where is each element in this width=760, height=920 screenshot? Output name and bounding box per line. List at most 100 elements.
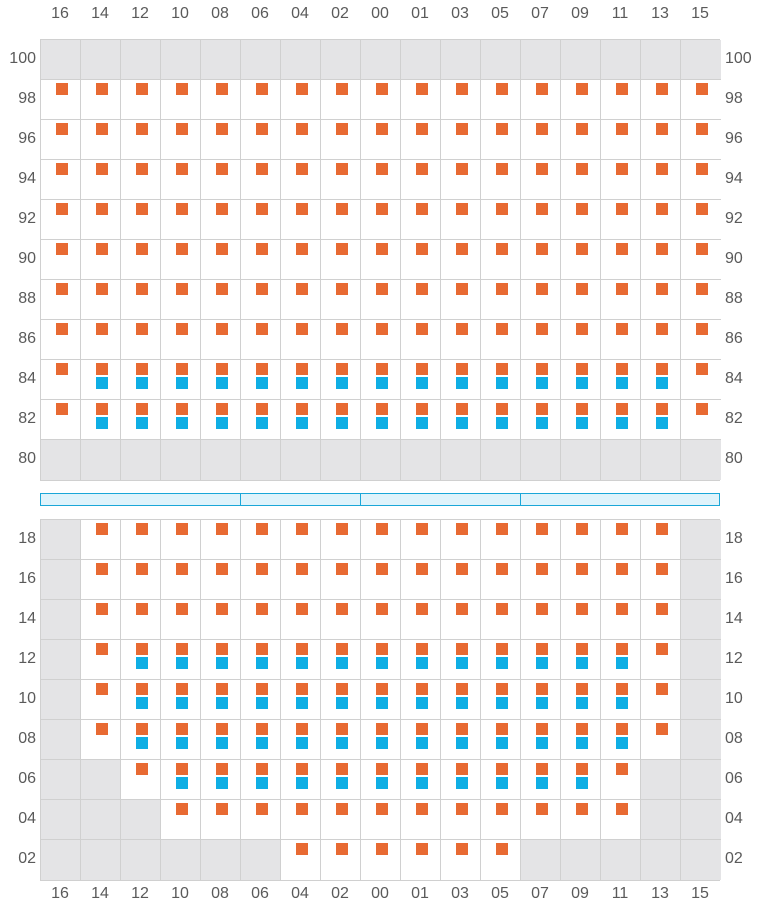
seat-cell[interactable] [641,720,681,760]
seat-cell[interactable] [521,600,561,640]
seat-cell[interactable] [241,640,281,680]
seat-cell[interactable] [201,800,241,840]
seat-cell[interactable] [361,680,401,720]
seat-cell[interactable] [161,600,201,640]
seat-cell[interactable] [561,800,601,840]
seat-cell[interactable] [361,520,401,560]
seat-cell[interactable] [161,200,201,240]
seat-cell[interactable] [201,240,241,280]
seat-cell[interactable] [121,160,161,200]
seat-cell[interactable] [201,80,241,120]
seat-cell[interactable] [521,120,561,160]
seat-cell[interactable] [401,840,441,880]
seat-cell[interactable] [321,400,361,440]
seat-cell[interactable] [641,200,681,240]
seat-cell[interactable] [521,760,561,800]
seat-cell[interactable] [481,80,521,120]
seat-cell[interactable] [241,680,281,720]
seat-cell[interactable] [481,400,521,440]
seat-cell[interactable] [361,360,401,400]
seat-cell[interactable] [321,520,361,560]
seat-cell[interactable] [201,400,241,440]
seat-cell[interactable] [241,320,281,360]
seat-cell[interactable] [161,560,201,600]
seat-cell[interactable] [201,200,241,240]
seat-cell[interactable] [681,320,721,360]
seat-cell[interactable] [441,640,481,680]
seat-cell[interactable] [241,200,281,240]
seat-cell[interactable] [681,200,721,240]
seat-cell[interactable] [361,160,401,200]
seat-cell[interactable] [201,360,241,400]
seat-cell[interactable] [561,680,601,720]
seat-cell[interactable] [361,320,401,360]
seat-cell[interactable] [201,600,241,640]
seat-cell[interactable] [201,640,241,680]
seat-cell[interactable] [321,640,361,680]
seat-cell[interactable] [281,400,321,440]
seat-cell[interactable] [361,400,401,440]
seat-cell[interactable] [121,640,161,680]
seat-cell[interactable] [481,720,521,760]
seat-cell[interactable] [401,680,441,720]
seat-cell[interactable] [241,560,281,600]
seat-cell[interactable] [601,280,641,320]
seat-cell[interactable] [401,800,441,840]
seat-cell[interactable] [401,360,441,400]
seat-cell[interactable] [441,80,481,120]
seat-cell[interactable] [161,360,201,400]
seat-cell[interactable] [681,80,721,120]
seat-cell[interactable] [81,400,121,440]
seat-cell[interactable] [361,720,401,760]
seat-cell[interactable] [241,160,281,200]
seat-cell[interactable] [561,240,601,280]
seat-cell[interactable] [601,120,641,160]
seat-cell[interactable] [41,120,81,160]
seat-cell[interactable] [361,280,401,320]
seat-cell[interactable] [601,400,641,440]
seat-cell[interactable] [481,320,521,360]
seat-cell[interactable] [201,120,241,160]
seat-cell[interactable] [521,800,561,840]
seat-cell[interactable] [401,280,441,320]
seat-cell[interactable] [601,200,641,240]
seat-cell[interactable] [121,200,161,240]
seat-cell[interactable] [601,800,641,840]
seat-cell[interactable] [161,320,201,360]
seat-cell[interactable] [601,600,641,640]
seat-cell[interactable] [81,560,121,600]
seat-cell[interactable] [241,360,281,400]
seat-cell[interactable] [521,240,561,280]
seat-cell[interactable] [641,80,681,120]
seat-cell[interactable] [441,320,481,360]
seat-cell[interactable] [321,760,361,800]
seat-cell[interactable] [441,160,481,200]
seat-cell[interactable] [641,560,681,600]
seat-cell[interactable] [81,200,121,240]
seat-cell[interactable] [441,120,481,160]
seat-cell[interactable] [361,800,401,840]
seat-cell[interactable] [281,680,321,720]
seat-cell[interactable] [561,560,601,600]
seat-cell[interactable] [81,640,121,680]
seat-cell[interactable] [201,680,241,720]
seat-cell[interactable] [441,200,481,240]
seat-cell[interactable] [401,240,441,280]
seat-cell[interactable] [281,280,321,320]
seat-cell[interactable] [281,240,321,280]
seat-cell[interactable] [241,520,281,560]
seat-cell[interactable] [321,240,361,280]
seat-cell[interactable] [561,80,601,120]
seat-cell[interactable] [561,280,601,320]
seat-cell[interactable] [321,560,361,600]
seat-cell[interactable] [361,640,401,680]
seat-cell[interactable] [161,160,201,200]
seat-cell[interactable] [81,120,121,160]
seat-cell[interactable] [521,560,561,600]
seat-cell[interactable] [321,800,361,840]
seat-cell[interactable] [241,400,281,440]
seat-cell[interactable] [201,760,241,800]
seat-cell[interactable] [401,640,441,680]
seat-cell[interactable] [121,760,161,800]
seat-cell[interactable] [161,520,201,560]
